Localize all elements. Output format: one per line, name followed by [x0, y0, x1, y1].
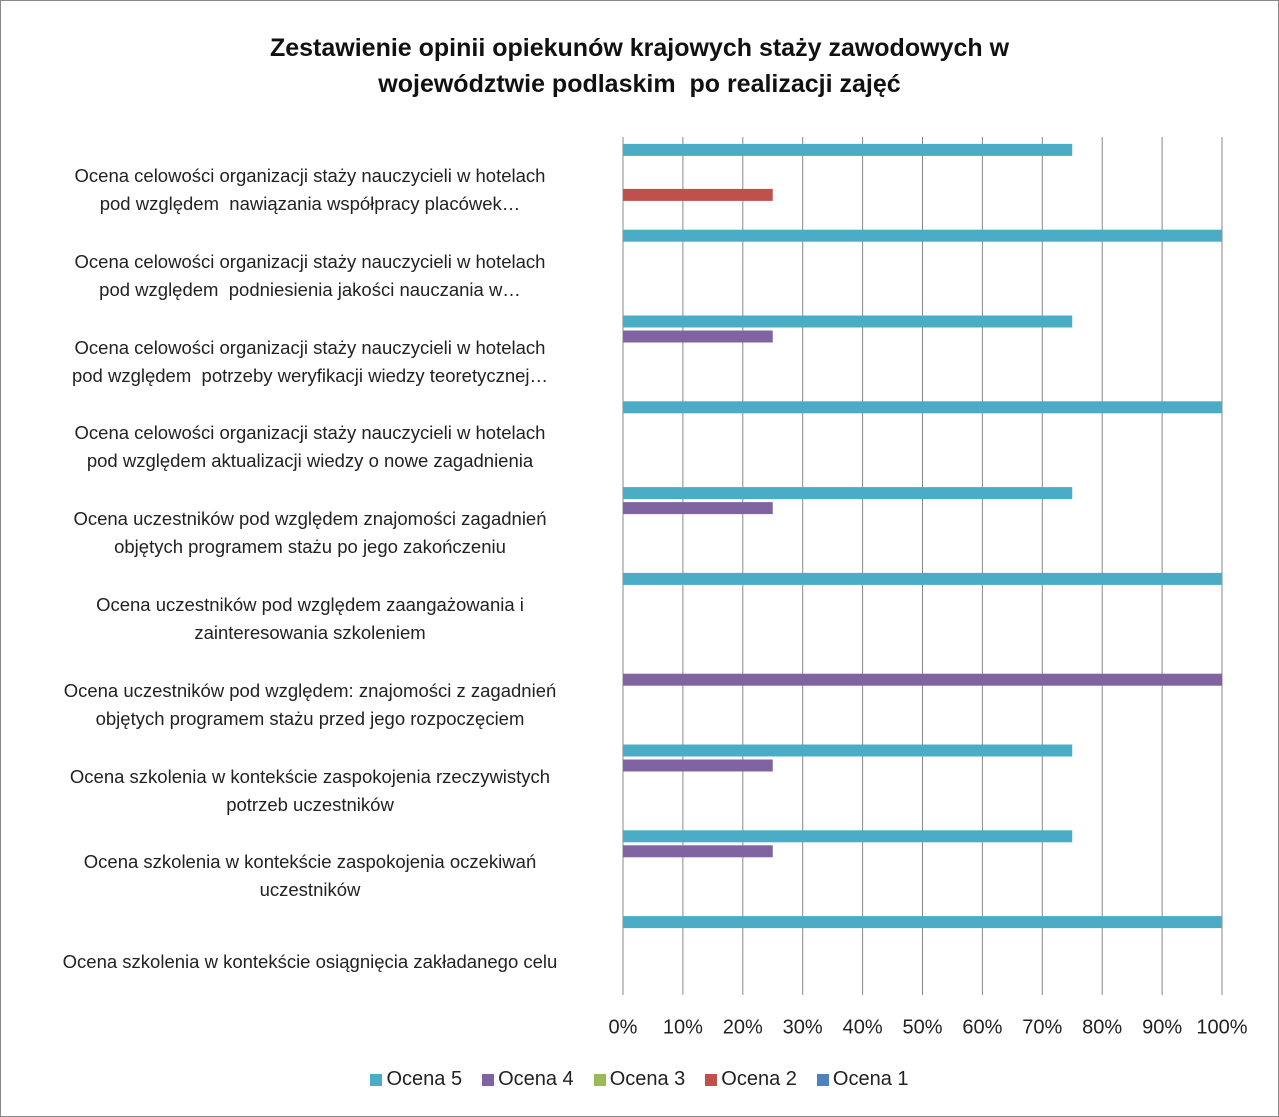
y-tick-label: Ocena celowości organizacji staży nauczy… — [74, 422, 546, 472]
legend-label: Ocena 5 — [386, 1068, 463, 1090]
bar — [623, 188, 773, 201]
bar — [623, 330, 773, 343]
legend-item: Ocena 1 — [816, 1068, 909, 1091]
y-tick-label: Ocena uczestników pod względem zaangażow… — [96, 593, 524, 643]
y-tick-label: Ocena szkolenia w kontekście osiągnięcia… — [62, 951, 558, 973]
legend-swatch — [816, 1073, 829, 1086]
legend-label: Ocena 4 — [498, 1068, 574, 1090]
legend-item: Ocena 3 — [593, 1068, 686, 1091]
bar — [623, 845, 773, 858]
y-tick-label: Ocena celowości organizacji staży nauczy… — [74, 250, 546, 300]
x-tick-label: 80% — [1082, 1016, 1122, 1038]
bar — [623, 502, 773, 515]
bar — [623, 759, 773, 772]
legend-swatch — [482, 1073, 495, 1086]
y-tick-label: Ocena szkolenia w kontekście zaspokojeni… — [83, 851, 537, 901]
x-tick-label: 60% — [962, 1016, 1002, 1038]
bar — [623, 744, 1073, 757]
legend: Ocena 5 Ocena 4 Ocena 3 Ocena 2 Ocena 1 — [0, 1068, 1279, 1091]
legend-item: Ocena 2 — [705, 1068, 797, 1091]
x-tick-label: 40% — [843, 1016, 883, 1038]
y-tick-label: Ocena uczestników pod względem znajomośc… — [73, 508, 547, 558]
legend-label: Ocena 3 — [609, 1068, 686, 1090]
y-tick-label: Ocena uczestników pod względem: znajomoś… — [63, 679, 557, 729]
x-tick-label: 10% — [663, 1016, 703, 1038]
x-tick-label: 100% — [1196, 1016, 1247, 1038]
bar — [623, 229, 1222, 242]
x-tick-label: 30% — [783, 1016, 823, 1038]
legend-swatch — [370, 1073, 383, 1086]
x-tick-label: 0% — [609, 1016, 638, 1038]
legend-label: Ocena 1 — [832, 1068, 909, 1090]
y-tick-label: Ocena celowości organizacji staży nauczy… — [71, 336, 549, 386]
chart-title: Zestawienie opinii opiekunów krajowych s… — [269, 34, 1010, 98]
bar — [623, 572, 1222, 585]
bar — [623, 916, 1222, 929]
x-tick-label: 70% — [1022, 1016, 1062, 1038]
legend-label: Ocena 2 — [721, 1068, 797, 1090]
bar — [623, 487, 1073, 500]
y-tick-label: Ocena celowości organizacji staży nauczy… — [74, 164, 546, 214]
legend-swatch — [593, 1073, 606, 1086]
legend-item: Ocena 4 — [482, 1068, 574, 1091]
bar — [623, 401, 1222, 414]
x-tick-label: 90% — [1142, 1016, 1182, 1038]
bar — [623, 315, 1073, 328]
legend-swatch — [705, 1073, 718, 1086]
bar — [623, 143, 1073, 156]
x-tick-label: 20% — [723, 1016, 763, 1038]
legend-item: Ocena 5 — [370, 1068, 462, 1091]
bar — [623, 673, 1222, 686]
bar — [623, 830, 1073, 843]
y-tick-label: Ocena szkolenia w kontekście zaspokojeni… — [69, 765, 551, 815]
x-tick-label: 50% — [902, 1016, 942, 1038]
